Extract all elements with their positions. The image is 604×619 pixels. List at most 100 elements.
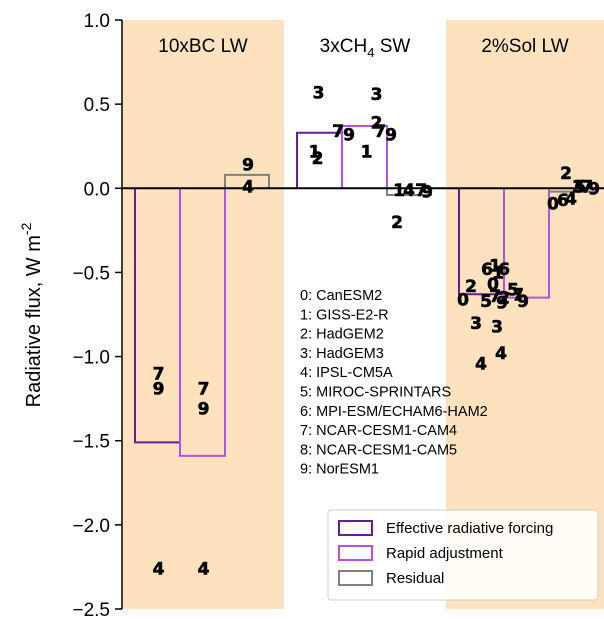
bar-residual	[386, 188, 432, 197]
panel-label: 10xBC LW	[158, 36, 247, 57]
y-tick-label: −1.5	[72, 432, 110, 453]
model-marker: 6	[498, 260, 510, 280]
model-marker: 4	[475, 354, 487, 374]
model-marker: 6	[481, 260, 493, 280]
model-marker: 5	[507, 280, 519, 300]
model-marker: 3	[313, 83, 325, 103]
model-marker: 5	[480, 292, 492, 312]
panel-label: 3xCH4 SW	[320, 36, 411, 60]
model-marker: 7	[581, 178, 593, 198]
y-tick-label: −1.0	[72, 348, 110, 369]
bar-rapid-adjustment	[503, 188, 550, 299]
y-axis-label-main: Radiative flux, W m	[23, 235, 45, 407]
model-marker: 2	[560, 164, 572, 184]
model-marker: 9	[343, 125, 355, 145]
model-marker: 2	[391, 213, 403, 233]
legend-box	[327, 509, 599, 601]
model-marker: 7	[374, 122, 386, 142]
bar-residual	[548, 188, 594, 193]
model-marker: 4	[403, 181, 415, 201]
panel-label-suffix: SW	[374, 36, 410, 57]
model-marker: 4	[198, 560, 210, 580]
y-axis-label: Radiative flux, W m-2	[18, 222, 45, 407]
model-marker: 3	[491, 317, 503, 337]
model-marker: 2	[312, 149, 324, 169]
bar-rapid-adjustment	[179, 188, 226, 457]
model-list-item: 2: HadGEM2	[300, 327, 384, 343]
model-marker: 7	[153, 364, 165, 384]
model-marker: 5	[574, 178, 586, 198]
model-marker: 7	[415, 181, 427, 201]
model-list-item: 3: HadGEM3	[300, 346, 384, 362]
model-marker: 0	[487, 275, 499, 295]
model-list-item: 7: NCAR-CESM1-CAM4	[300, 423, 457, 439]
model-marker: 0	[547, 194, 559, 214]
model-marker: 1	[489, 257, 501, 277]
model-marker: 4	[565, 189, 577, 209]
model-marker: 3	[470, 314, 482, 334]
model-list-item: 9: NorESM1	[300, 462, 379, 478]
model-marker: 7	[198, 380, 210, 400]
model-marker: 1	[492, 263, 504, 283]
model-list-item: 8: NCAR-CESM1-CAM5	[300, 442, 457, 458]
legend-label: Effective radiative forcing	[386, 520, 553, 537]
y-tick-label: −2.0	[72, 516, 110, 537]
model-marker: 2	[465, 277, 477, 297]
model-marker: 3	[371, 85, 383, 105]
model-marker: 6	[557, 191, 569, 211]
panel-label-main: 3xCH	[320, 36, 368, 57]
model-marker: 2	[498, 289, 510, 309]
legend-swatch	[338, 570, 373, 586]
model-list-item: 0: CanESM2	[300, 288, 382, 304]
model-marker: 1	[393, 181, 405, 201]
y-tick-label: 0.5	[84, 95, 110, 116]
model-marker: 7	[332, 122, 344, 142]
model-list: 0: CanESM2 1: GISS-E2-R 2: HadGEM2 3: HadGE…	[300, 288, 488, 478]
model-marker: 7	[489, 287, 501, 307]
panel-labels: 10xBC LW 3xCH4 SW 2%Sol LW	[158, 36, 568, 60]
legend-label: Rapid adjustment	[386, 545, 504, 562]
panel-label: 2%Sol LW	[481, 36, 568, 57]
legend-label: Residual	[386, 570, 444, 587]
panel-shade	[122, 20, 284, 609]
y-axis-label-superscript: -2	[18, 222, 34, 235]
model-list-item: 5: MIROC-SPRINTARS	[300, 385, 451, 401]
model-marker: 9	[517, 292, 529, 312]
model-list-item: 1: GISS-E2-R	[300, 307, 389, 323]
legend: Effective radiative forcing Rapid adjustm…	[327, 509, 599, 601]
model-marker: 1	[361, 142, 373, 162]
model-marker: 9	[242, 156, 254, 176]
model-marker: 3	[572, 178, 584, 198]
y-tick-label: 0.0	[84, 179, 110, 200]
model-marker: 4	[242, 178, 254, 198]
model-list-item: 6: MPI-ESM/ECHAM6-HAM2	[300, 404, 488, 420]
model-marker: 9	[421, 183, 433, 203]
bar-residual	[224, 173, 270, 189]
bar-rapid-adjustment	[341, 125, 388, 189]
panel-label-main: 10xBC LW	[158, 36, 247, 57]
y-tick-label: −0.5	[72, 263, 110, 284]
y-tick-label: 1.0	[84, 11, 110, 32]
model-marker: 2	[371, 114, 383, 134]
legend-swatch	[338, 520, 373, 536]
panel-label-main: 2%Sol LW	[481, 36, 568, 57]
model-marker: 4	[153, 560, 165, 580]
model-marker: 9	[385, 125, 397, 145]
panel-shades	[122, 20, 604, 609]
y-tick-label: −2.5	[72, 600, 110, 619]
legend-swatch	[338, 545, 373, 561]
model-marker: 7	[512, 285, 524, 305]
model-marker: 1	[309, 142, 321, 162]
panel-label-subscript: 4	[367, 45, 374, 60]
bars	[134, 125, 594, 457]
model-marker: 0	[457, 290, 469, 310]
model-marker: 4	[495, 344, 507, 364]
y-axis: 1.0 0.5 0.0 −0.5 −1.0 −1.5 −2.0 −2.5 Radiative f…	[18, 11, 123, 619]
model-list-item: 4: IPSL-CM5A	[300, 365, 393, 381]
model-marker: 9	[153, 380, 165, 400]
model-marker: 9	[496, 294, 508, 314]
model-marker: 9	[198, 400, 210, 420]
model-marker: 9	[588, 179, 600, 199]
